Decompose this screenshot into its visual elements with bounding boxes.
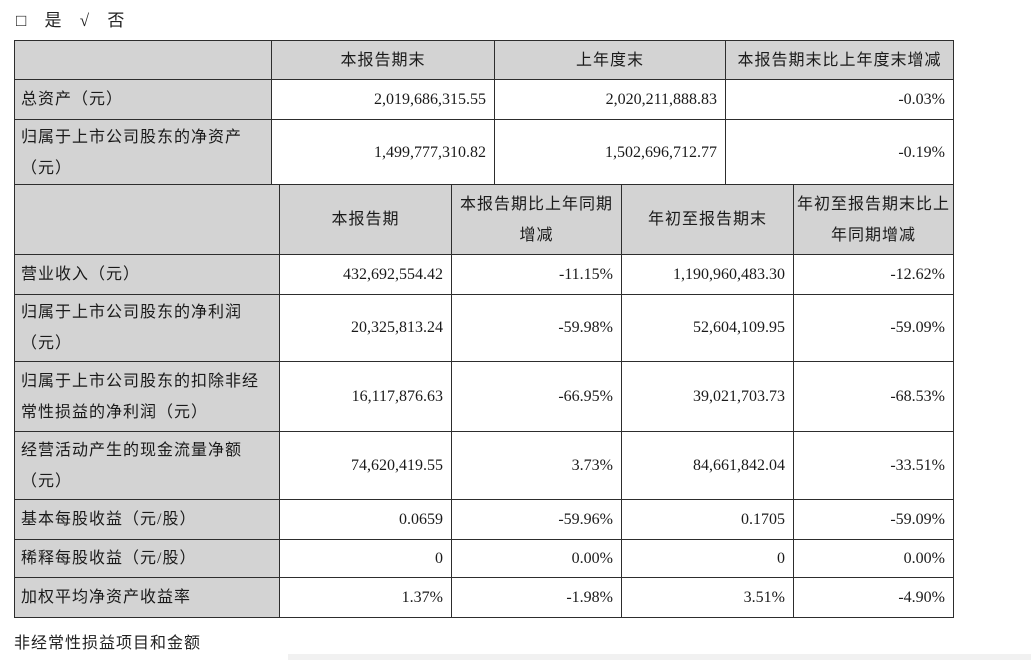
header-cell-empty [14, 40, 272, 80]
table-header-row: 本报告期末 上年度末 本报告期末比上年度末增减 [14, 40, 954, 80]
cell-value: -11.15% [451, 254, 622, 295]
row-label: 归属于上市公司股东的扣除非经常性损益的净利润（元） [14, 361, 280, 432]
section-title-non-recurring-items: 非经常性损益项目和金额 [14, 635, 202, 652]
row-label: 营业收入（元） [14, 254, 280, 295]
checkmark-icon: √ [79, 11, 92, 30]
table-row: 经营活动产生的现金流量净额（元） 74,620,419.55 3.73% 84,… [14, 431, 954, 500]
cell-value: 432,692,554.42 [279, 254, 452, 295]
cell-value: -59.09% [793, 294, 954, 362]
cell-value: 16,117,876.63 [279, 361, 452, 432]
header-cell-change-vs-prior-year-end: 本报告期末比上年度末增减 [725, 40, 954, 80]
cell-value: -66.95% [451, 361, 622, 432]
cell-value: -33.51% [793, 431, 954, 500]
table-row: 稀释每股收益（元/股） 0 0.00% 0 0.00% [14, 539, 954, 578]
row-label: 经营活动产生的现金流量净额（元） [14, 431, 280, 500]
row-label: 稀释每股收益（元/股） [14, 539, 280, 578]
checkbox-empty-icon: □ [16, 11, 29, 30]
cell-value: 0.00% [451, 539, 622, 578]
cell-value: 2,020,211,888.83 [494, 79, 726, 120]
row-label: 归属于上市公司股东的净利润（元） [14, 294, 280, 362]
cell-value: 0 [279, 539, 452, 578]
next-table-edge [288, 654, 1031, 660]
yes-no-selector: □ 是 √ 否 [16, 6, 136, 31]
header-cell-current-period: 本报告期 [279, 184, 452, 255]
header-cell-current-period-end: 本报告期末 [271, 40, 495, 80]
cell-value: -68.53% [793, 361, 954, 432]
cell-value: -1.98% [451, 577, 622, 618]
header-cell-ytd-change-vs-same-period: 年初至报告期末比上年同期增减 [793, 184, 954, 255]
cell-value: 0.00% [793, 539, 954, 578]
cell-value: 84,661,842.04 [621, 431, 794, 500]
cell-value: 39,021,703.73 [621, 361, 794, 432]
table-row: 营业收入（元） 432,692,554.42 -11.15% 1,190,960… [14, 254, 954, 295]
header-cell-prior-year-end: 上年度末 [494, 40, 726, 80]
cell-value: 52,604,109.95 [621, 294, 794, 362]
table-row: 归属于上市公司股东的净资产（元） 1,499,777,310.82 1,502,… [14, 119, 954, 187]
cell-value: 0 [621, 539, 794, 578]
table-row: 归属于上市公司股东的扣除非经常性损益的净利润（元） 16,117,876.63 … [14, 361, 954, 432]
table-row: 总资产（元） 2,019,686,315.55 2,020,211,888.83… [14, 79, 954, 120]
cell-value: 1,502,696,712.77 [494, 119, 726, 187]
table-header-row: 本报告期 本报告期比上年同期增减 年初至报告期末 年初至报告期末比上年同期增减 [14, 184, 954, 255]
cell-value: 2,019,686,315.55 [271, 79, 495, 120]
no-label: 否 [107, 11, 127, 30]
cell-value: 1,499,777,310.82 [271, 119, 495, 187]
header-cell-empty [14, 184, 280, 255]
table-row: 归属于上市公司股东的净利润（元） 20,325,813.24 -59.98% 5… [14, 294, 954, 362]
cell-value: 20,325,813.24 [279, 294, 452, 362]
reporting-period-table: 本报告期 本报告期比上年同期增减 年初至报告期末 年初至报告期末比上年同期增减 … [14, 184, 954, 618]
header-cell-change-vs-same-period: 本报告期比上年同期增减 [451, 184, 622, 255]
cell-value: 1,190,960,483.30 [621, 254, 794, 295]
header-cell-year-to-date: 年初至报告期末 [621, 184, 794, 255]
cell-value: 74,620,419.55 [279, 431, 452, 500]
cell-value: -4.90% [793, 577, 954, 618]
period-end-table: 本报告期末 上年度末 本报告期末比上年度末增减 总资产（元） 2,019,686… [14, 40, 954, 187]
cell-value: -59.98% [451, 294, 622, 362]
cell-value: 0.1705 [621, 499, 794, 540]
cell-value: -59.96% [451, 499, 622, 540]
cell-value: -12.62% [793, 254, 954, 295]
cell-value: 1.37% [279, 577, 452, 618]
row-label: 加权平均净资产收益率 [14, 577, 280, 618]
cell-value: 3.73% [451, 431, 622, 500]
cell-value: 0.0659 [279, 499, 452, 540]
cell-value: 3.51% [621, 577, 794, 618]
table-row: 基本每股收益（元/股） 0.0659 -59.96% 0.1705 -59.09… [14, 499, 954, 540]
row-label: 基本每股收益（元/股） [14, 499, 280, 540]
cell-value: -59.09% [793, 499, 954, 540]
cell-value: -0.03% [725, 79, 954, 120]
row-label: 归属于上市公司股东的净资产（元） [14, 119, 272, 187]
table-row: 加权平均净资产收益率 1.37% -1.98% 3.51% -4.90% [14, 577, 954, 618]
yes-label: 是 [44, 11, 64, 30]
cell-value: -0.19% [725, 119, 954, 187]
row-label: 总资产（元） [14, 79, 272, 120]
